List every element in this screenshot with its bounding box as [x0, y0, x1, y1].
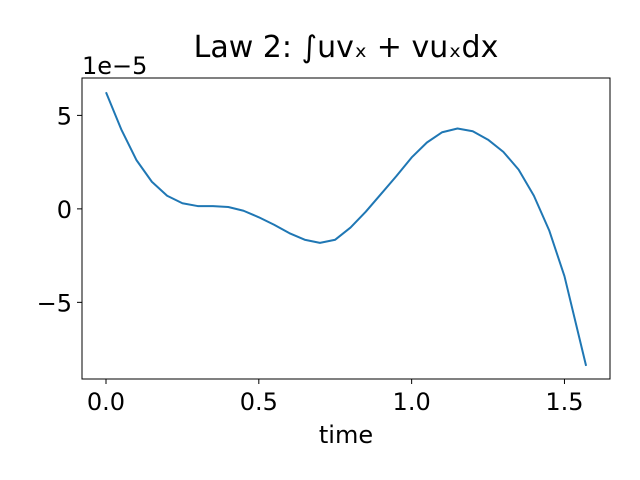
y-tick-label: −5 [37, 289, 72, 317]
y-tick-label: 0 [57, 196, 72, 224]
line-series [105, 91, 588, 367]
x-tick-label: 0.0 [87, 388, 125, 416]
y-offset-label: 1e−5 [82, 52, 147, 80]
x-tick-label: 1.5 [545, 388, 583, 416]
chart-title: Law 2: ∫uvₓ + vuₓdx [194, 30, 499, 65]
x-axis-label: time [319, 421, 373, 449]
plot-frame [81, 77, 611, 380]
x-tick-label: 0.5 [240, 388, 278, 416]
x-tick-label: 1.0 [393, 388, 431, 416]
y-tick-label: 5 [57, 102, 72, 130]
